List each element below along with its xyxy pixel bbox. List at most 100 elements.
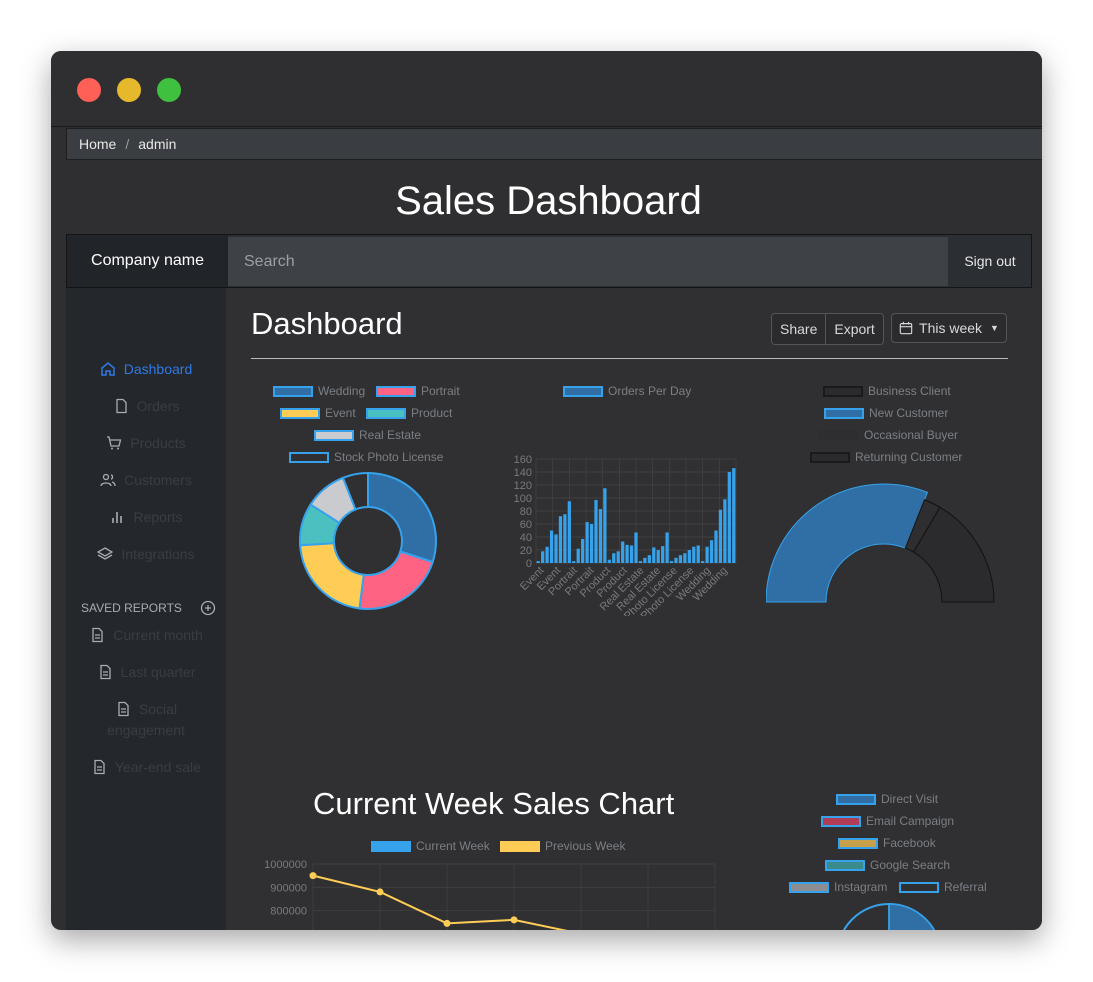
sidebar-item-reports[interactable]: Reports xyxy=(66,509,226,525)
bar[interactable] xyxy=(669,561,674,563)
week-dropdown-button[interactable]: This week ▼ xyxy=(891,313,1007,343)
legend-business-client[interactable]: Business Client xyxy=(823,384,951,398)
bar[interactable] xyxy=(572,561,576,563)
legend-occasional-buyer[interactable]: Occasional Buyer xyxy=(819,428,958,442)
bar[interactable] xyxy=(589,524,594,563)
bar[interactable] xyxy=(629,545,634,563)
saved-report-social-engagement-line2[interactable]: engagement xyxy=(66,722,226,738)
breadcrumb: Home / admin xyxy=(66,128,1042,160)
bar[interactable] xyxy=(723,499,727,563)
bar[interactable] xyxy=(536,561,540,563)
line-point[interactable] xyxy=(510,916,518,924)
bar[interactable] xyxy=(621,541,625,563)
legend-wedding[interactable]: Wedding xyxy=(273,384,365,398)
sidebar-item-orders[interactable]: Orders xyxy=(66,398,226,414)
bar[interactable] xyxy=(581,538,585,563)
bar[interactable] xyxy=(598,509,603,563)
breadcrumb-home[interactable]: Home xyxy=(79,136,117,152)
legend-returning-customer[interactable]: Returning Customer xyxy=(810,450,962,464)
bar[interactable] xyxy=(594,499,598,563)
company-brand[interactable]: Company name xyxy=(67,235,228,287)
export-button[interactable]: Export xyxy=(825,314,883,344)
doughnut-slice[interactable] xyxy=(358,550,434,610)
half-doughnut-slice[interactable] xyxy=(766,483,929,603)
bar[interactable] xyxy=(661,546,665,563)
line-point[interactable] xyxy=(443,919,451,927)
bar-chart: 020406080100120140160EventEventPortraitP… xyxy=(514,454,737,616)
minimize-window-button[interactable] xyxy=(117,78,141,102)
sidebar-item-products[interactable]: Products xyxy=(66,435,226,451)
legend-facebook[interactable]: Facebook xyxy=(838,836,936,850)
bar[interactable] xyxy=(696,545,700,563)
bar[interactable] xyxy=(612,553,616,563)
bar[interactable] xyxy=(678,555,683,563)
legend-new-customer[interactable]: New Customer xyxy=(824,406,948,420)
bar[interactable] xyxy=(692,546,696,563)
bar[interactable] xyxy=(665,532,669,563)
bar[interactable] xyxy=(554,534,558,563)
bar[interactable] xyxy=(718,509,723,563)
bar[interactable] xyxy=(607,559,611,563)
legend-orders-per-day[interactable]: Orders Per Day xyxy=(563,384,691,398)
bar[interactable] xyxy=(643,557,647,563)
share-button[interactable]: Share xyxy=(772,314,826,344)
sidebar-item-integrations[interactable]: Integrations xyxy=(66,546,226,562)
bar[interactable] xyxy=(625,544,629,563)
legend-current-week[interactable]: Current Week xyxy=(371,839,490,853)
saved-report-year-end-sale[interactable]: Year-end sale xyxy=(66,759,226,775)
bar[interactable] xyxy=(567,501,571,563)
maximize-window-button[interactable] xyxy=(157,78,181,102)
search-input[interactable]: Search xyxy=(228,237,948,286)
week-dropdown-label: This week xyxy=(919,320,983,336)
legend-event[interactable]: Event xyxy=(280,406,356,420)
bar[interactable] xyxy=(603,488,607,563)
bar[interactable] xyxy=(638,561,643,563)
bar[interactable] xyxy=(674,557,678,563)
legend-stock-photo-license[interactable]: Stock Photo License xyxy=(289,450,443,464)
bar[interactable] xyxy=(541,551,545,563)
doughnut-slice[interactable] xyxy=(341,471,369,511)
bar[interactable] xyxy=(687,550,691,563)
sign-out-link[interactable]: Sign out xyxy=(964,253,1016,269)
legend-portrait[interactable]: Portrait xyxy=(376,384,460,398)
legend-previous-week[interactable]: Previous Week xyxy=(500,839,625,853)
sidebar-item-customers[interactable]: Customers xyxy=(66,472,226,488)
legend-real-estate[interactable]: Real Estate xyxy=(314,428,421,442)
close-window-button[interactable] xyxy=(77,78,101,102)
line-point[interactable] xyxy=(309,872,317,880)
legend-google-search[interactable]: Google Search xyxy=(825,858,950,872)
legend-referral[interactable]: Referral xyxy=(899,880,987,894)
saved-report-last-quarter[interactable]: Last quarter xyxy=(66,664,226,680)
bar[interactable] xyxy=(563,514,567,563)
line-point[interactable] xyxy=(376,888,384,896)
bar[interactable] xyxy=(652,547,656,563)
doughnut-slice[interactable] xyxy=(299,542,365,610)
saved-report-current-month[interactable]: Current month xyxy=(66,627,226,643)
bar[interactable] xyxy=(727,472,731,563)
bar[interactable] xyxy=(732,468,736,563)
bar[interactable] xyxy=(549,530,554,564)
bar[interactable] xyxy=(616,551,620,563)
saved-report-social-engagement[interactable]: Social xyxy=(66,701,226,717)
doughnut-slice[interactable] xyxy=(367,471,437,564)
sidebar-item-dashboard[interactable]: Dashboard xyxy=(66,361,226,377)
pie-slice[interactable] xyxy=(888,903,938,930)
bar[interactable] xyxy=(709,540,714,563)
bar[interactable] xyxy=(705,546,709,563)
bar[interactable] xyxy=(656,550,660,563)
bar[interactable] xyxy=(647,555,651,563)
legend-email-campaign[interactable]: Email Campaign xyxy=(821,814,954,828)
bar[interactable] xyxy=(714,530,718,564)
bar[interactable] xyxy=(558,516,563,563)
bar[interactable] xyxy=(701,561,705,563)
bar[interactable] xyxy=(545,546,549,563)
half-doughnut-slice[interactable] xyxy=(912,506,995,603)
add-circle-icon[interactable] xyxy=(200,600,216,616)
legend-product[interactable]: Product xyxy=(366,406,452,420)
bar[interactable] xyxy=(576,548,580,563)
legend-instagram[interactable]: Instagram xyxy=(789,880,887,894)
bar[interactable] xyxy=(585,522,589,563)
bar[interactable] xyxy=(634,532,638,563)
bar[interactable] xyxy=(683,553,687,563)
legend-direct-visit[interactable]: Direct Visit xyxy=(836,792,938,806)
